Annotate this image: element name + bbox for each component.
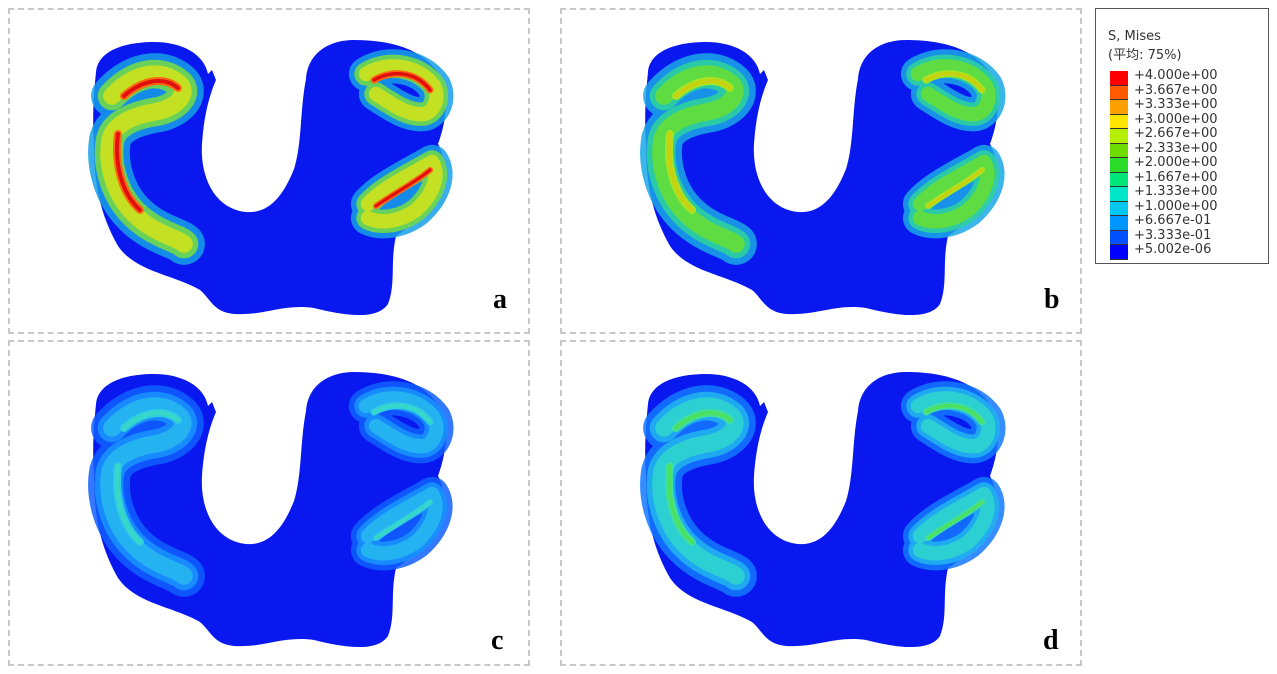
stress-zone <box>912 154 995 229</box>
stress-zone <box>100 65 193 253</box>
legend-swatch <box>1110 158 1128 173</box>
legend-value: +1.333e+00 <box>1134 184 1218 199</box>
stress-peak <box>924 403 984 424</box>
stress-zone <box>360 154 443 229</box>
legend-swatch <box>1110 245 1128 260</box>
legend-value: +3.333e-01 <box>1134 227 1212 243</box>
legend-swatch <box>1110 201 1128 216</box>
legend-value: +3.333e+00 <box>1134 97 1218 112</box>
legend-title: S, Mises <box>1108 29 1161 44</box>
legend-swatch <box>1110 172 1128 187</box>
panel-label: d <box>1043 625 1059 656</box>
stress-panel-b: b <box>560 8 1082 334</box>
stress-zone <box>652 65 745 253</box>
legend-swatch <box>1110 85 1128 100</box>
legend-value: +4.000e+00 <box>1134 68 1218 83</box>
stress-peak <box>374 168 432 208</box>
stress-zone <box>358 391 444 454</box>
stress-zone <box>910 391 996 454</box>
stress-zone <box>360 486 443 561</box>
panel-label: b <box>1044 284 1060 315</box>
stress-panel-d: d <box>560 340 1082 666</box>
legend-swatch <box>1110 187 1128 202</box>
legend-swatch <box>1110 216 1128 231</box>
panel-label: c <box>491 625 504 656</box>
stress-peak <box>372 71 432 92</box>
legend-value: +2.333e+00 <box>1134 140 1218 156</box>
stress-peak <box>115 132 142 212</box>
stress-zone <box>100 397 193 585</box>
legend-value: +6.667e-01 <box>1134 213 1212 228</box>
stress-zone <box>912 486 995 561</box>
stress-peak <box>926 168 984 208</box>
legend-swatch <box>1110 100 1128 115</box>
tibial-insert-stress-map <box>640 40 1006 316</box>
legend-value: +3.667e+00 <box>1134 82 1218 98</box>
legend-value: +5.002e-06 <box>1134 242 1212 257</box>
stress-peak <box>122 411 180 430</box>
tibial-insert-stress-map <box>88 40 454 316</box>
legend-value: +3.000e+00 <box>1134 111 1218 127</box>
legend-swatch <box>1110 143 1128 158</box>
stress-legend: S, Mises (平均: 75%) +4.000e+00 +3.667e+00 +… <box>1095 8 1269 264</box>
legend-value: +2.000e+00 <box>1134 155 1218 170</box>
stress-peak <box>372 403 432 424</box>
legend-value: +1.667e+00 <box>1134 169 1218 185</box>
stress-panel-c: c <box>8 340 530 666</box>
stress-zone <box>358 59 444 122</box>
stress-peak <box>122 79 180 98</box>
tibial-insert-stress-map <box>88 372 454 648</box>
stress-zone <box>652 397 745 585</box>
legend-value: +2.667e+00 <box>1134 126 1218 141</box>
legend-swatch <box>1110 114 1128 129</box>
stress-peak <box>674 79 732 98</box>
legend-swatch <box>1110 129 1128 144</box>
legend-swatch <box>1110 230 1128 245</box>
legend-value: +1.000e+00 <box>1134 198 1218 214</box>
legend-subtitle: (平均: 75%) <box>1108 48 1182 63</box>
stress-peak <box>667 132 694 212</box>
stress-peak <box>924 71 984 92</box>
stress-peak <box>115 464 142 544</box>
panel-label: a <box>493 284 507 315</box>
stress-peak <box>674 411 732 430</box>
tibial-insert-stress-map <box>640 372 1006 648</box>
stress-peak <box>926 500 984 540</box>
stress-zone <box>910 59 996 122</box>
stress-peak <box>667 464 694 544</box>
legend-swatch <box>1110 71 1128 86</box>
stress-peak <box>374 500 432 540</box>
stress-panel-a: a <box>8 8 530 334</box>
